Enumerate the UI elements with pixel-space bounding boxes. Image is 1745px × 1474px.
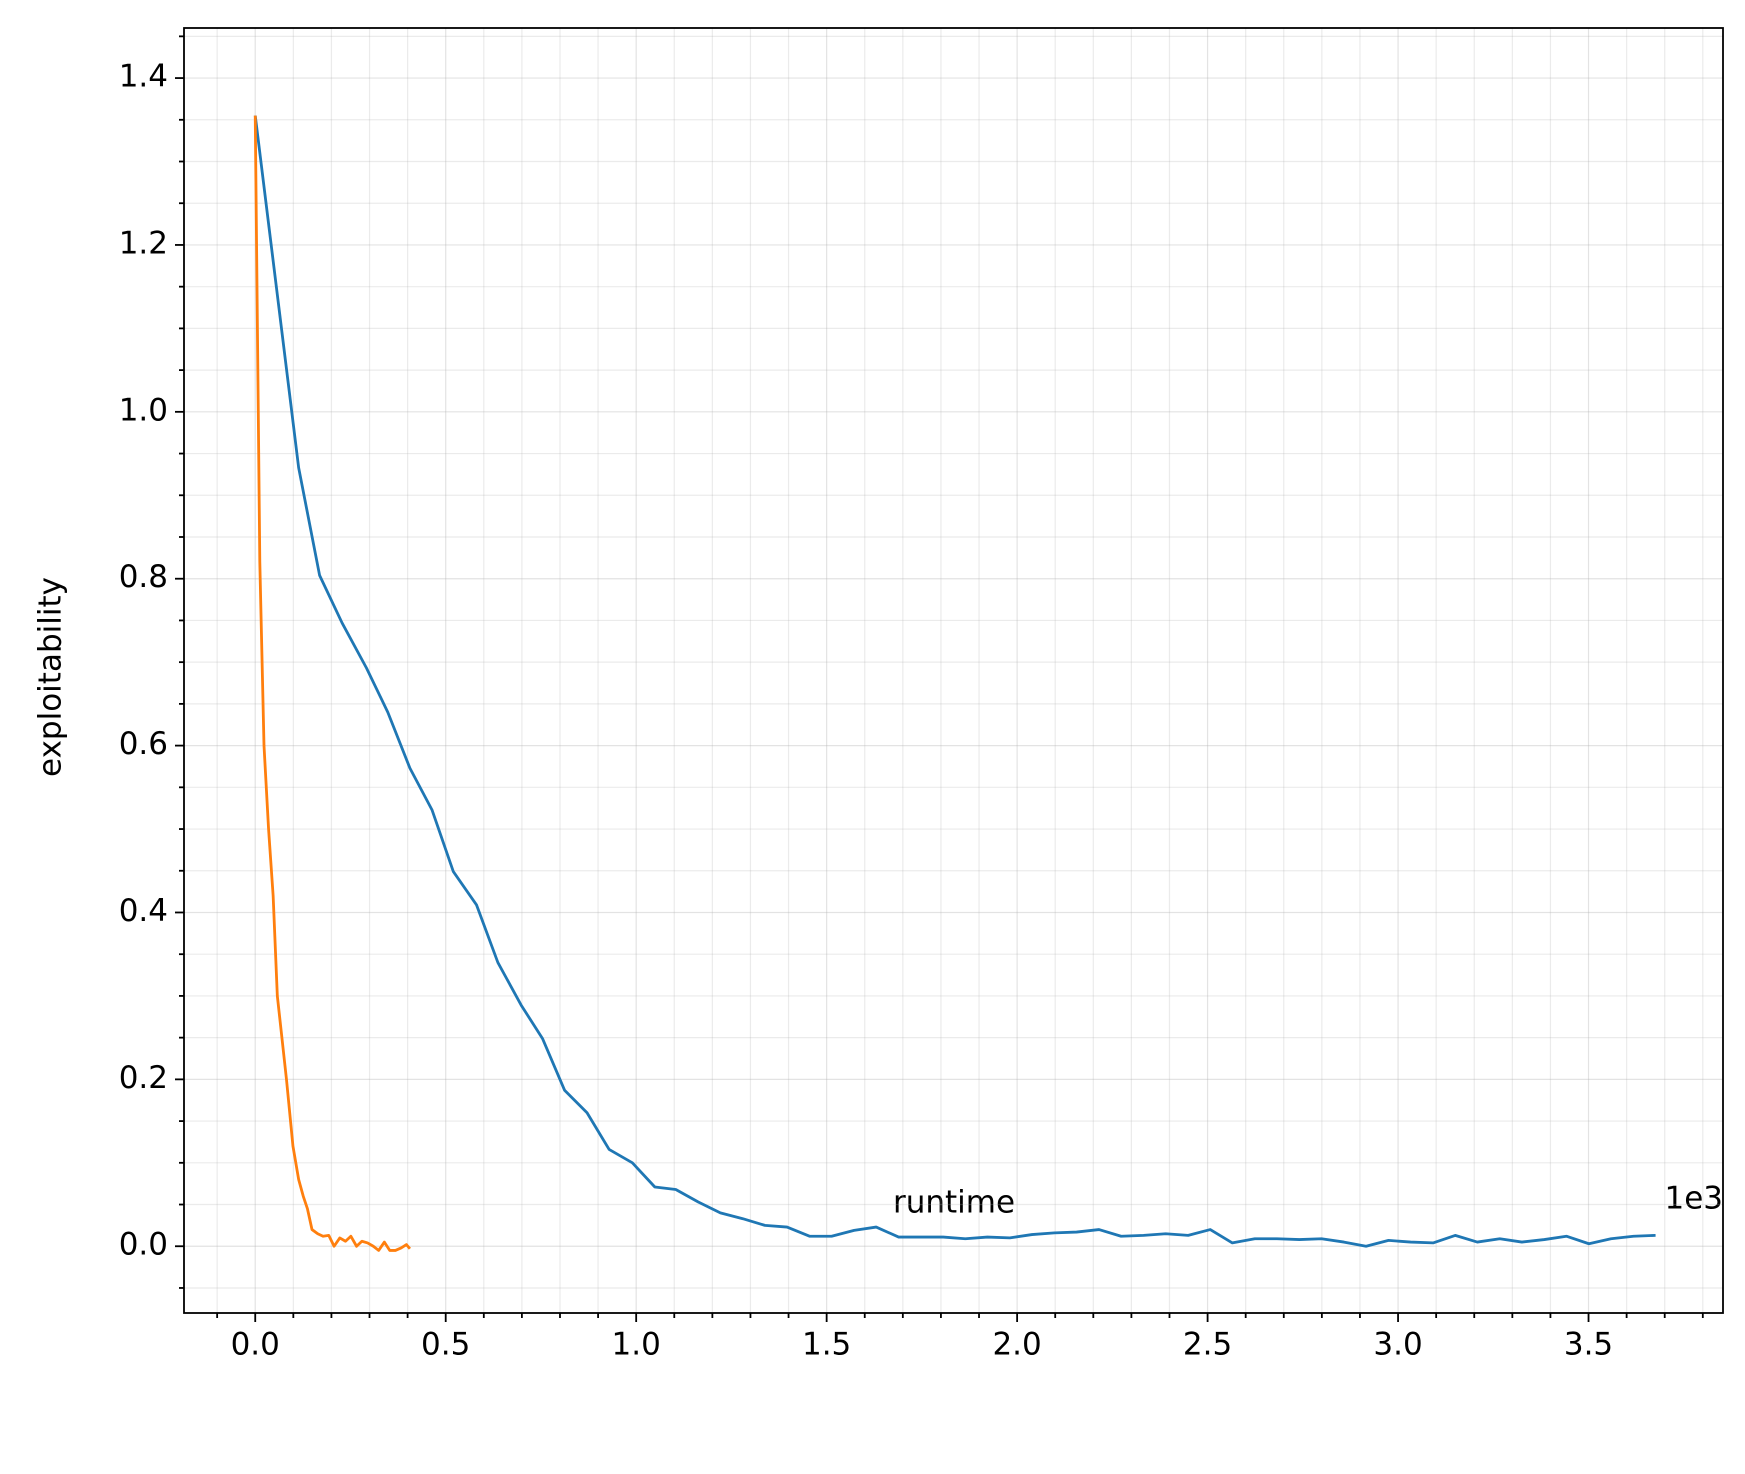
y-tick-label: 0.0: [119, 1227, 168, 1263]
y-tick-label: 1.4: [119, 59, 168, 95]
x-tick-label: 3.0: [1373, 1327, 1422, 1363]
y-tick-label: 0.6: [119, 726, 168, 762]
x-tick-label: 2.5: [1183, 1327, 1232, 1363]
x-tick-label: 2.0: [992, 1327, 1041, 1363]
plot-frame: [183, 27, 1724, 1314]
y-tick-label: 1.2: [119, 225, 168, 261]
x-tick-label: 0.5: [421, 1327, 470, 1363]
x-tick-label: 3.5: [1564, 1327, 1613, 1363]
y-tick-label: 0.8: [119, 559, 168, 595]
x-tick-label: 1.0: [612, 1327, 661, 1363]
x-tick-label: 1.5: [802, 1327, 851, 1363]
y-axis-label: exploitability: [33, 577, 69, 777]
x-offset-label: 1e3: [1664, 1181, 1723, 1217]
x-tick-label: 0.0: [231, 1327, 280, 1363]
series-line: [253, 115, 411, 1252]
y-tick-label: 0.4: [119, 893, 168, 929]
y-tick-label: 0.2: [119, 1060, 168, 1096]
series-line: [253, 115, 1656, 1248]
grid: [184, 28, 1723, 1313]
x-axis-label: runtime: [893, 1185, 1015, 1221]
y-tick-label: 1.0: [119, 392, 168, 428]
